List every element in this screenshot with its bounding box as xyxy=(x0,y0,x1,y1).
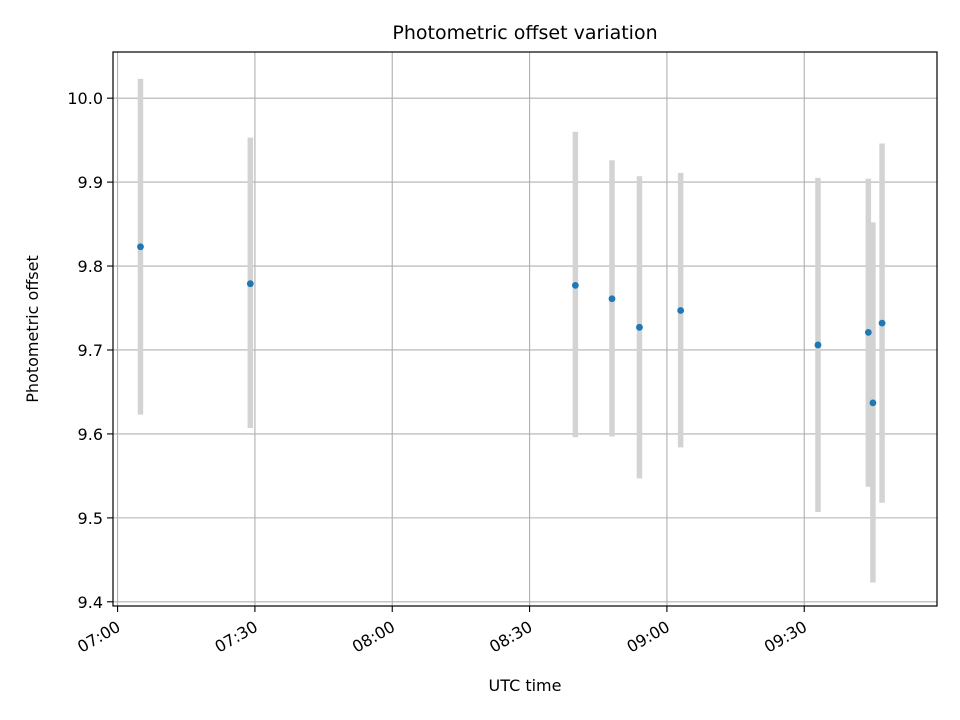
grid xyxy=(113,52,937,606)
y-tick-label: 9.7 xyxy=(78,341,103,360)
data-point xyxy=(869,399,877,407)
y-tick-label: 9.5 xyxy=(78,509,103,528)
y-axis-label: Photometric offset xyxy=(23,255,42,403)
y-tick-label: 10.0 xyxy=(67,89,103,108)
chart-title: Photometric offset variation xyxy=(392,22,657,44)
data-points xyxy=(137,243,886,407)
data-point xyxy=(878,319,886,327)
x-axis-label: UTC time xyxy=(489,676,562,695)
y-tick-label: 9.8 xyxy=(78,257,103,276)
data-point xyxy=(608,295,616,303)
data-point xyxy=(636,323,643,331)
data-point xyxy=(814,341,822,349)
y-tick-label: 9.6 xyxy=(78,425,103,444)
data-point xyxy=(571,281,579,289)
y-tick-label: 9.4 xyxy=(78,593,103,612)
data-point xyxy=(677,307,685,314)
data-point xyxy=(246,280,254,288)
y-axis: 9.4 9.5 9.6 9.7 9.8 9.9 10.0 xyxy=(67,89,113,612)
plot-frame xyxy=(112,51,938,607)
data-point xyxy=(137,243,144,251)
data-point xyxy=(864,328,872,336)
y-tick-label: 9.9 xyxy=(78,173,103,192)
